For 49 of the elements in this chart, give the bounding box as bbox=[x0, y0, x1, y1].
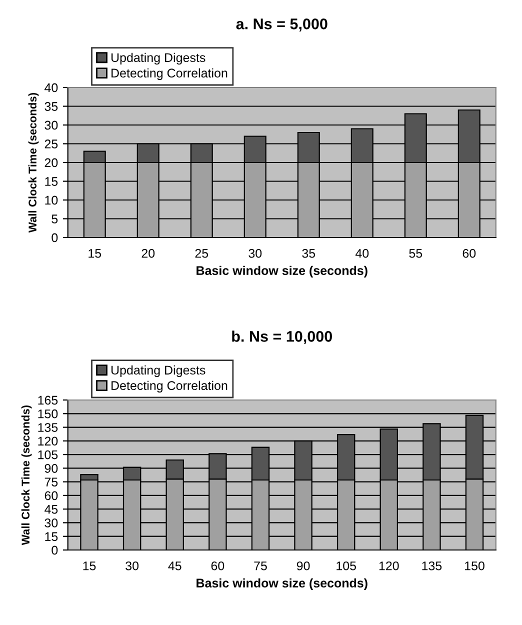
legend-label: Updating Digests bbox=[111, 365, 206, 378]
y-tick-label: 10 bbox=[45, 196, 58, 205]
x-tick-label: 135 bbox=[422, 561, 442, 570]
chart-title: b. Ns = 10,000 bbox=[232, 330, 332, 344]
y-tick-label: 165 bbox=[38, 396, 58, 405]
x-tick-label: 105 bbox=[336, 561, 356, 570]
x-tick-label: 90 bbox=[296, 561, 310, 570]
y-axis-title: Wall Clock Time (seconds) bbox=[28, 92, 39, 233]
y-tick-label: 15 bbox=[45, 177, 58, 186]
y-tick-label: 90 bbox=[44, 464, 58, 473]
y-axis-title: Wall Clock Time (seconds) bbox=[21, 405, 32, 546]
y-tick-label: 15 bbox=[45, 532, 58, 542]
x-tick-label: 15 bbox=[83, 562, 96, 570]
x-axis-title: Basic window size (seconds) bbox=[196, 266, 368, 278]
y-tick-label: 75 bbox=[44, 478, 58, 486]
x-tick-label: 30 bbox=[126, 561, 139, 570]
x-tick-label: 35 bbox=[302, 248, 316, 258]
x-tick-label: 150 bbox=[465, 561, 484, 570]
y-tick-label: 105 bbox=[38, 450, 58, 460]
y-tick-label: 135 bbox=[38, 423, 58, 432]
x-tick-label: 60 bbox=[211, 561, 224, 570]
x-tick-label: 60 bbox=[462, 248, 476, 258]
y-tick-label: 60 bbox=[44, 491, 58, 500]
y-tick-label: 150 bbox=[38, 409, 58, 418]
x-tick-label: 45 bbox=[168, 562, 182, 570]
y-tick-label: 30 bbox=[44, 120, 58, 130]
y-tick-label: 5 bbox=[52, 214, 58, 224]
y-tick-label: 25 bbox=[44, 140, 58, 148]
legend-label: Detecting Correlation bbox=[112, 380, 228, 392]
y-tick-label: 30 bbox=[44, 518, 58, 528]
legend-label: Detecting Correlation bbox=[112, 68, 228, 80]
x-axis-title: Basic window size (seconds) bbox=[196, 578, 368, 590]
x-tick-label: 15 bbox=[88, 249, 102, 258]
x-tick-label: 120 bbox=[379, 561, 399, 570]
y-tick-label: 120 bbox=[38, 436, 58, 446]
x-tick-label: 40 bbox=[355, 248, 369, 258]
y-tick-label: 0 bbox=[52, 546, 58, 555]
x-tick-label: 30 bbox=[248, 248, 262, 258]
y-tick-label: 45 bbox=[44, 505, 58, 514]
x-tick-label: 25 bbox=[195, 248, 208, 258]
chart-title: a. Ns = 5,000 bbox=[236, 18, 328, 32]
y-tick-label: 35 bbox=[44, 102, 58, 111]
x-tick-label: 75 bbox=[254, 562, 267, 570]
y-tick-label: 40 bbox=[44, 83, 58, 92]
legend-label: Updating Digests bbox=[111, 52, 206, 65]
x-tick-label: 20 bbox=[142, 248, 155, 258]
y-tick-label: 0 bbox=[52, 233, 58, 242]
y-tick-label: 20 bbox=[44, 158, 58, 168]
x-tick-label: 55 bbox=[409, 249, 422, 258]
